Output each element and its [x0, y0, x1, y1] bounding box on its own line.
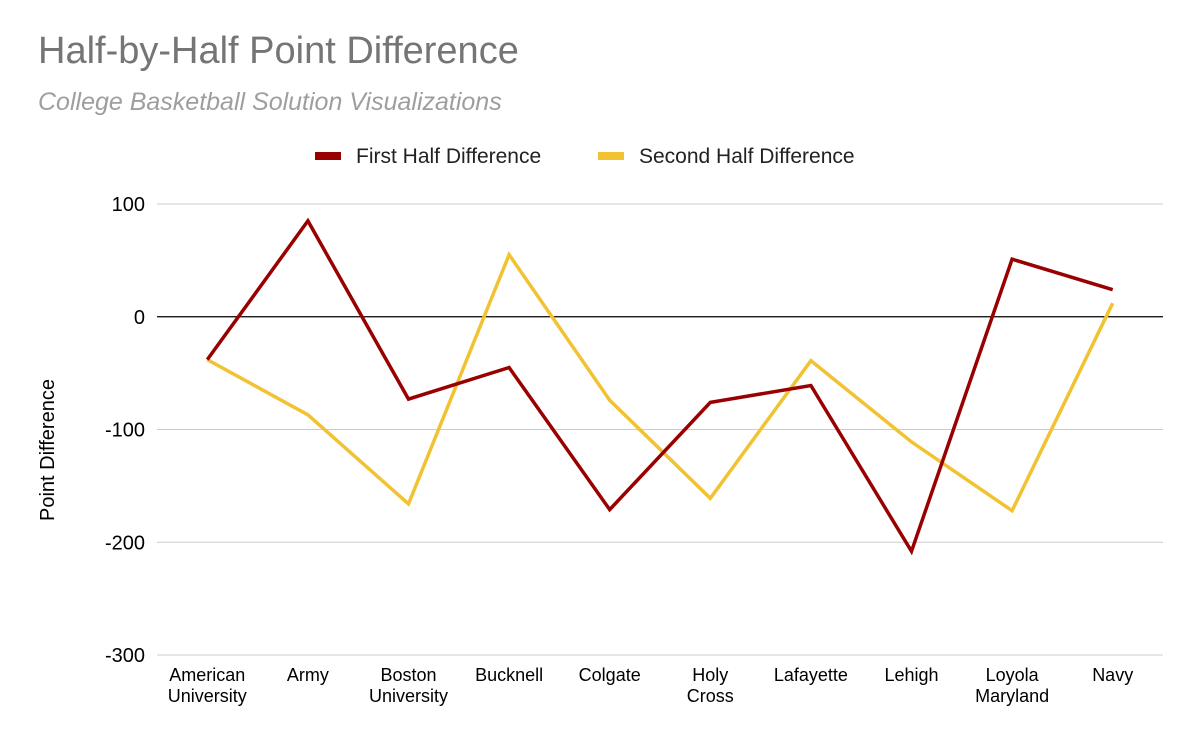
- grid-lines: [157, 203, 1163, 656]
- y-axis-label: Point Difference: [37, 379, 59, 521]
- legend: First Half Difference Second Half Differe…: [315, 145, 855, 168]
- y-tick-label: 100: [112, 194, 145, 216]
- x-axis-ticks: American University Army Boston University Bu…: [168, 665, 1133, 706]
- x-tick-label: Lafayette: [774, 665, 848, 685]
- x-tick-label: Lehigh: [884, 665, 938, 685]
- x-tick-label: Bucknell: [475, 665, 543, 685]
- series-line-1: [205, 217, 1114, 556]
- x-tick-label: Boston University: [369, 665, 448, 706]
- y-tick-label: -200: [105, 532, 145, 554]
- x-tick-label: Colgate: [579, 665, 641, 685]
- legend-label: Second Half Difference: [639, 145, 855, 168]
- y-tick-label: 0: [134, 307, 145, 329]
- chart-title: Half-by-Half Point Difference: [38, 30, 519, 72]
- x-tick-label: Army: [287, 665, 329, 685]
- y-tick-label: -100: [105, 420, 145, 442]
- legend-label: First Half Difference: [356, 145, 541, 168]
- x-tick-label: American University: [168, 665, 247, 706]
- legend-swatch: [598, 152, 624, 160]
- y-axis-ticks: 100 0 -100 -200 -300: [105, 194, 145, 667]
- chart-subtitle: College Basketball Solution Visualizatio…: [38, 88, 502, 116]
- x-tick-label: Loyola Maryland: [975, 665, 1049, 706]
- x-tick-label: Navy: [1092, 665, 1133, 685]
- legend-swatch: [315, 152, 341, 160]
- y-tick-label: -300: [105, 645, 145, 667]
- series-line-2: [206, 251, 1115, 514]
- x-tick-label: Holy Cross: [687, 665, 734, 706]
- series-lines: [205, 217, 1115, 556]
